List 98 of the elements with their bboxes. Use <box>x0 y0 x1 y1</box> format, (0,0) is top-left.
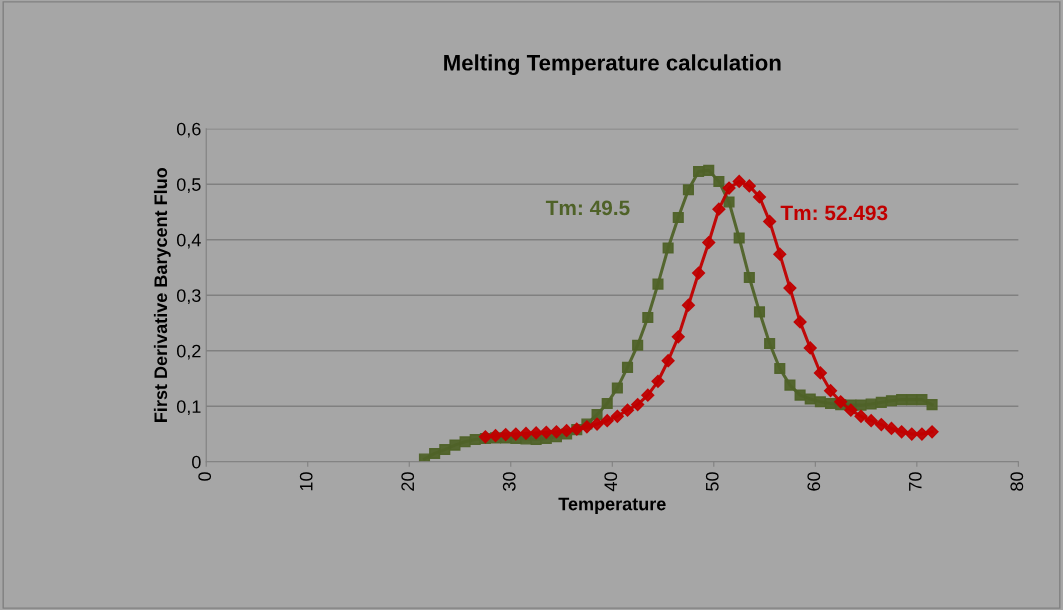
point <box>925 425 939 439</box>
point <box>854 409 868 423</box>
point <box>926 399 938 411</box>
y-axis-title: First Derivative Barycent Fluo <box>153 168 171 422</box>
point <box>590 417 604 431</box>
y-tick-label: 0,2 <box>176 344 201 360</box>
point <box>814 396 826 408</box>
point <box>864 414 878 428</box>
point <box>529 426 543 440</box>
point <box>560 424 574 438</box>
point <box>672 211 684 224</box>
point <box>895 425 909 439</box>
point <box>459 436 471 448</box>
point <box>702 235 716 250</box>
point <box>661 354 675 368</box>
point <box>601 397 613 410</box>
x-tick-label: 20 <box>401 472 415 491</box>
point <box>611 382 623 394</box>
point <box>774 362 786 375</box>
point <box>916 394 928 406</box>
point <box>793 315 807 329</box>
point <box>600 414 614 428</box>
point <box>865 398 877 410</box>
x-tick-label: 60 <box>807 472 821 491</box>
y-tick-label: 0,4 <box>176 233 201 249</box>
point <box>549 425 564 439</box>
point <box>742 179 756 193</box>
point <box>823 384 838 398</box>
point <box>722 181 736 195</box>
y-tick-label: 0,6 <box>176 122 201 138</box>
point <box>651 374 665 388</box>
point <box>752 190 767 204</box>
x-tick-label: 50 <box>705 472 719 491</box>
point <box>784 379 796 391</box>
x-tick-label: 0 <box>198 472 212 481</box>
point <box>763 214 777 228</box>
point <box>896 394 908 406</box>
point <box>834 395 848 409</box>
x-tick-label: 70 <box>908 472 922 491</box>
point <box>580 420 594 434</box>
point <box>773 247 787 261</box>
point <box>753 306 766 318</box>
point <box>662 242 674 254</box>
point <box>732 174 746 189</box>
point <box>794 389 806 401</box>
point <box>632 339 644 351</box>
annotation: Tm: 52.493 <box>780 205 888 221</box>
point <box>743 271 755 284</box>
point <box>804 393 816 405</box>
point <box>813 366 827 380</box>
point <box>620 403 635 417</box>
y-tick-label: 0,5 <box>176 178 201 194</box>
point <box>519 426 533 441</box>
point <box>682 184 694 196</box>
point <box>874 417 888 432</box>
point <box>764 337 776 350</box>
point <box>429 447 441 459</box>
point <box>723 196 735 208</box>
point <box>652 278 664 290</box>
point <box>783 281 797 295</box>
x-tick-label: 10 <box>299 472 313 491</box>
point <box>621 361 634 373</box>
point <box>539 425 553 439</box>
point <box>439 444 451 456</box>
y-tick-label: 0 <box>192 455 201 469</box>
point <box>691 266 706 280</box>
x-tick-label: 30 <box>502 472 516 491</box>
point <box>641 388 655 402</box>
point <box>449 439 461 451</box>
point <box>905 427 919 441</box>
point <box>631 398 645 412</box>
point <box>509 427 523 441</box>
point <box>712 202 726 216</box>
point <box>610 409 624 423</box>
x-tick-label: 40 <box>604 472 618 492</box>
point <box>713 175 725 188</box>
point <box>693 165 705 178</box>
point <box>844 403 858 417</box>
point <box>803 341 817 355</box>
point <box>703 164 715 176</box>
point <box>499 427 513 442</box>
x-tick-label: 80 <box>1010 472 1024 491</box>
point <box>642 311 654 324</box>
annotation: Tm: 49.5 <box>545 200 630 216</box>
point <box>824 397 837 410</box>
point <box>681 298 696 312</box>
point <box>855 399 867 411</box>
point <box>671 330 685 344</box>
chart-title: Melting Temperature calculation <box>444 54 781 76</box>
point <box>591 409 603 421</box>
point <box>884 421 899 436</box>
point <box>875 396 887 408</box>
point <box>885 395 898 407</box>
y-tick-label: 0,1 <box>176 400 201 416</box>
point <box>906 394 918 406</box>
point <box>733 232 745 244</box>
y-tick-label: 0,3 <box>176 289 201 305</box>
x-axis-title: Temperature <box>558 497 666 514</box>
